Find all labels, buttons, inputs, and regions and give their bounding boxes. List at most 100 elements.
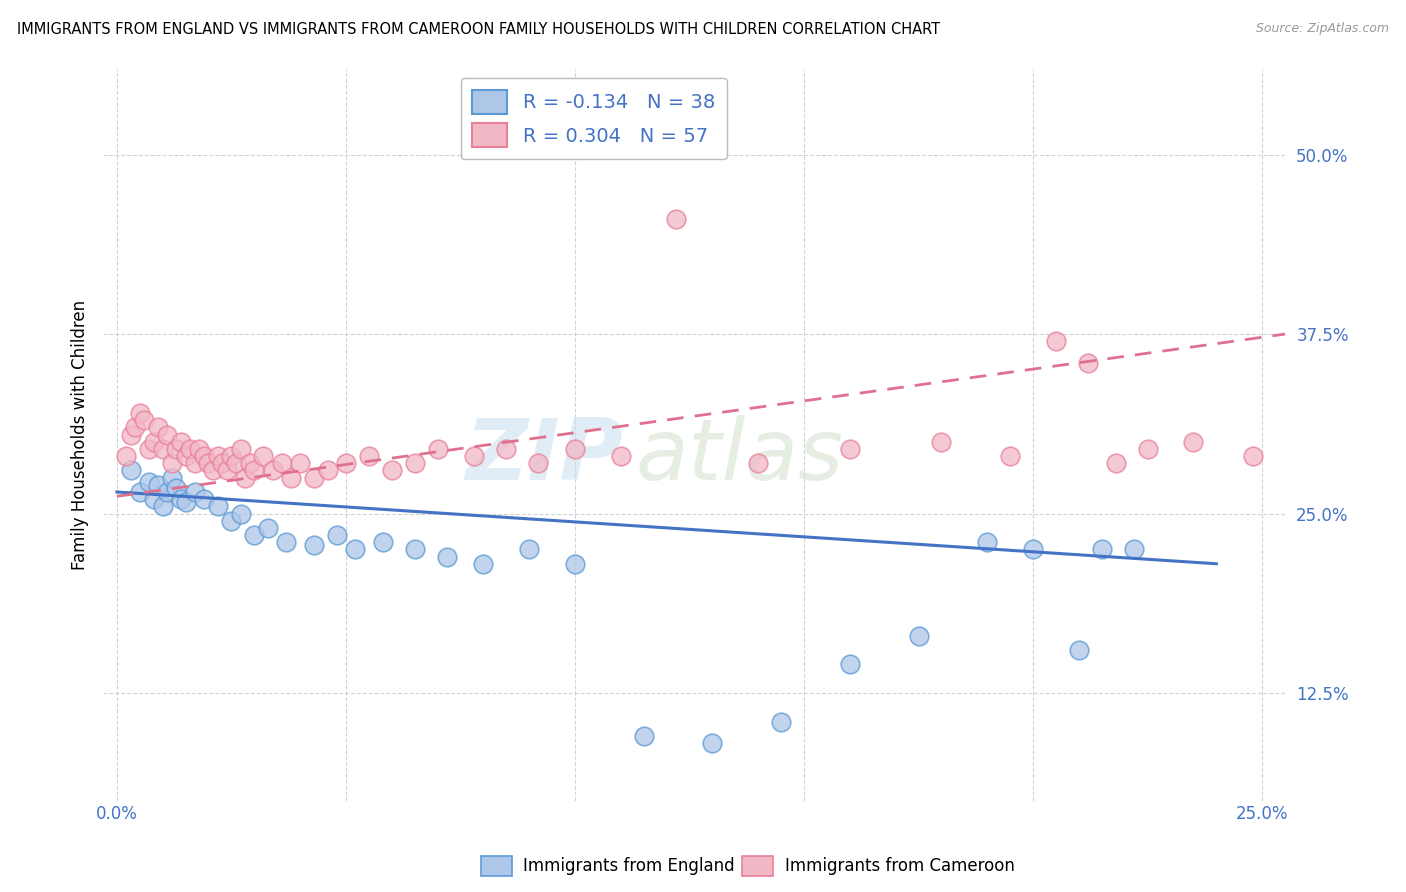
Point — [120, 427, 142, 442]
Point — [404, 456, 426, 470]
Point — [564, 557, 586, 571]
Point — [270, 456, 292, 470]
Point — [517, 542, 540, 557]
Point — [193, 492, 215, 507]
Point — [229, 442, 252, 456]
Point — [188, 442, 211, 456]
Point — [170, 434, 193, 449]
Point — [1022, 542, 1045, 557]
Point — [215, 463, 238, 477]
Point — [165, 442, 187, 456]
Point — [527, 456, 550, 470]
Point — [184, 485, 207, 500]
Point — [156, 427, 179, 442]
Point — [221, 449, 243, 463]
Text: ZIP: ZIP — [465, 415, 623, 498]
Point — [225, 456, 247, 470]
Point — [344, 542, 367, 557]
Point — [371, 535, 394, 549]
Point — [128, 406, 150, 420]
Point — [211, 456, 233, 470]
Legend: R = -0.134   N = 38, R = 0.304   N = 57: R = -0.134 N = 38, R = 0.304 N = 57 — [461, 78, 727, 159]
Point — [1067, 643, 1090, 657]
Point — [184, 456, 207, 470]
Text: IMMIGRANTS FROM ENGLAND VS IMMIGRANTS FROM CAMEROON FAMILY HOUSEHOLDS WITH CHILD: IMMIGRANTS FROM ENGLAND VS IMMIGRANTS FR… — [17, 22, 941, 37]
Point — [1045, 334, 1067, 349]
Point — [146, 420, 169, 434]
Text: atlas: atlas — [636, 415, 844, 498]
Text: Immigrants from Cameroon: Immigrants from Cameroon — [785, 857, 1014, 875]
Point — [1241, 449, 1264, 463]
Point — [202, 463, 225, 477]
Point — [124, 420, 146, 434]
Point — [179, 442, 201, 456]
Point — [1091, 542, 1114, 557]
Point — [262, 463, 284, 477]
Point — [326, 528, 349, 542]
Point — [243, 463, 266, 477]
Point — [239, 456, 262, 470]
Point — [142, 434, 165, 449]
Point — [115, 449, 138, 463]
Point — [907, 628, 929, 642]
Point — [976, 535, 998, 549]
Point — [633, 729, 655, 743]
Point — [120, 463, 142, 477]
Text: Source: ZipAtlas.com: Source: ZipAtlas.com — [1256, 22, 1389, 36]
Point — [160, 470, 183, 484]
Point — [1182, 434, 1205, 449]
Point — [288, 456, 311, 470]
Point — [998, 449, 1021, 463]
Point — [426, 442, 449, 456]
Point — [156, 485, 179, 500]
Point — [207, 500, 229, 514]
Point — [316, 463, 339, 477]
Point — [747, 456, 769, 470]
Point — [702, 736, 724, 750]
Point — [138, 442, 160, 456]
Point — [302, 470, 325, 484]
Point — [233, 470, 256, 484]
Point — [404, 542, 426, 557]
Point — [221, 514, 243, 528]
Point — [838, 657, 860, 672]
Point — [193, 449, 215, 463]
Point — [257, 521, 280, 535]
Point — [170, 492, 193, 507]
Point — [160, 456, 183, 470]
Text: Immigrants from England: Immigrants from England — [523, 857, 735, 875]
Point — [610, 449, 633, 463]
Point — [838, 442, 860, 456]
Point — [152, 442, 174, 456]
Point — [665, 212, 688, 227]
Point — [472, 557, 495, 571]
Point — [463, 449, 485, 463]
Point — [229, 507, 252, 521]
Point — [165, 481, 187, 495]
Point — [436, 549, 458, 564]
Point — [931, 434, 953, 449]
Point — [174, 449, 197, 463]
Point — [357, 449, 380, 463]
Point — [128, 485, 150, 500]
Point — [207, 449, 229, 463]
Point — [335, 456, 357, 470]
Point — [564, 442, 586, 456]
Point — [142, 492, 165, 507]
Point — [1077, 356, 1099, 370]
Point — [302, 538, 325, 552]
Point — [280, 470, 302, 484]
Point — [138, 475, 160, 489]
Point — [243, 528, 266, 542]
Point — [146, 478, 169, 492]
Y-axis label: Family Households with Children: Family Households with Children — [72, 300, 89, 570]
Point — [1136, 442, 1159, 456]
Point — [1104, 456, 1126, 470]
Point — [381, 463, 404, 477]
Point — [1122, 542, 1144, 557]
Point — [174, 495, 197, 509]
Point — [495, 442, 517, 456]
Point — [770, 714, 793, 729]
Point — [276, 535, 298, 549]
Point — [134, 413, 156, 427]
